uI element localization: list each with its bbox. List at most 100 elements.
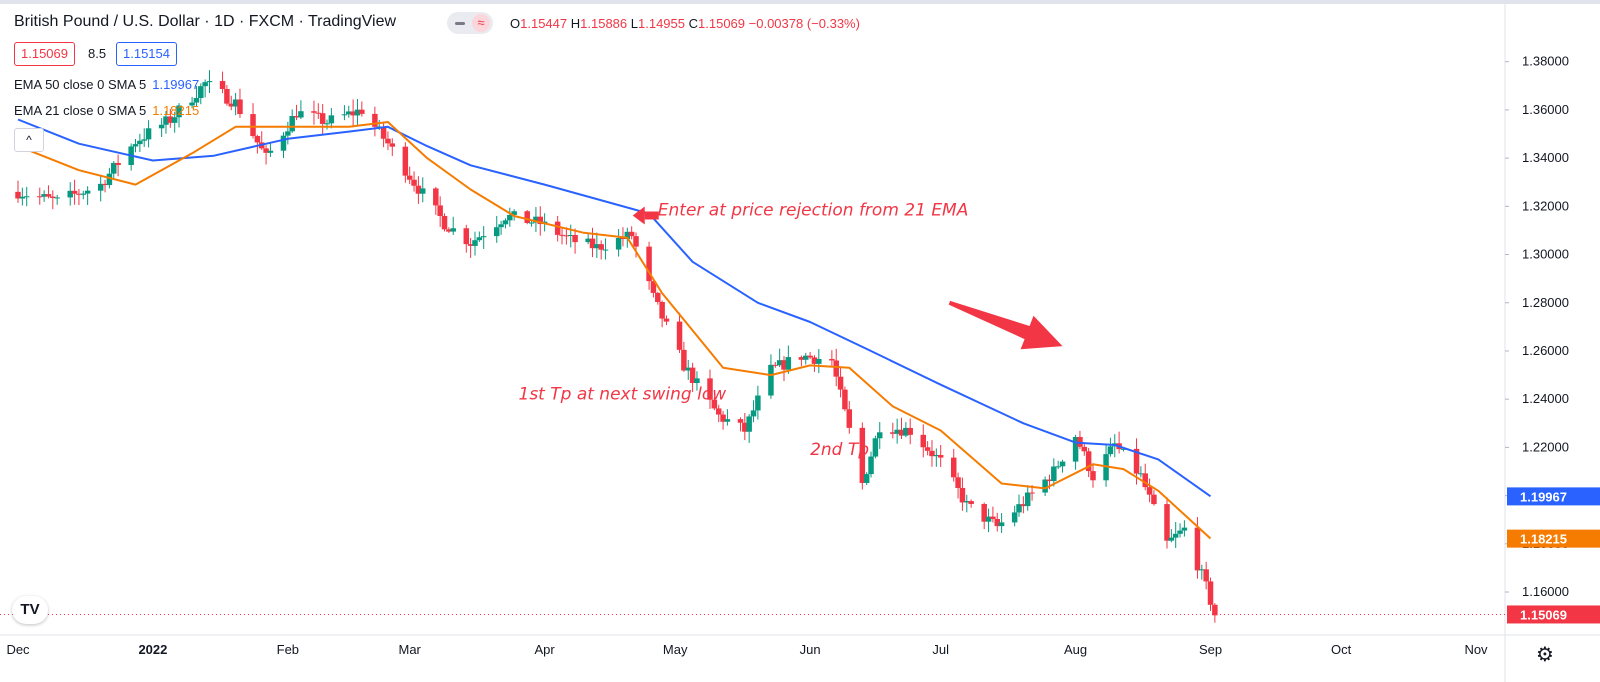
candle-body	[141, 139, 147, 141]
candle	[602, 238, 609, 260]
candle	[1181, 520, 1188, 537]
candle-body	[1090, 471, 1096, 481]
candle	[350, 99, 356, 128]
y-tick-label: 1.24000	[1522, 391, 1569, 406]
candle	[959, 477, 966, 511]
ema21-legend[interactable]: EMA 21 close 0 SMA 5 1.18215	[14, 103, 200, 118]
candle-body	[298, 111, 304, 118]
candle-body	[507, 214, 513, 221]
candle	[289, 109, 295, 133]
candle	[224, 85, 230, 106]
candle	[354, 98, 361, 127]
candle	[1199, 564, 1205, 580]
candle-body	[80, 193, 87, 195]
ema21-price-label: 1.18215	[1520, 532, 1567, 547]
candle	[924, 441, 931, 456]
candle-body	[624, 231, 631, 240]
candle	[411, 171, 417, 192]
candle	[955, 472, 961, 499]
candle-body	[341, 114, 348, 116]
candle-body	[798, 357, 805, 360]
indicator-toggle[interactable]: ≈	[447, 12, 493, 34]
y-tick-label: 1.38000	[1522, 54, 1569, 69]
gear-icon[interactable]: ⚙	[1536, 644, 1554, 666]
candle-body	[894, 429, 900, 434]
candle	[981, 502, 987, 530]
candle-body	[1199, 569, 1205, 571]
candle	[628, 226, 635, 240]
chart-title: British Pound / U.S. Dollar · 1D · FXCM …	[14, 13, 397, 30]
candle	[868, 451, 874, 478]
ema50-legend[interactable]: EMA 50 close 0 SMA 5 1.19967	[14, 77, 200, 92]
chevron-up-icon[interactable]: ^	[14, 128, 44, 152]
candle-body	[964, 501, 970, 503]
buy-price-button[interactable]: 1.15154	[116, 42, 177, 66]
candle-body	[1212, 604, 1218, 616]
candle	[76, 188, 82, 206]
candle	[903, 422, 909, 438]
tradingview-logo[interactable]: TV	[12, 596, 48, 624]
candle-body	[567, 234, 574, 236]
candle-body	[472, 240, 478, 246]
candle	[768, 354, 774, 399]
wave-icon[interactable]: ≈	[472, 14, 490, 32]
candle	[567, 224, 574, 248]
candle-body	[528, 222, 535, 224]
candle-body	[1177, 530, 1183, 534]
candle-body	[707, 378, 713, 400]
candle-body	[594, 244, 600, 249]
candle-body	[602, 249, 609, 251]
candle-body	[1172, 533, 1179, 538]
x-tick-label: Apr	[535, 642, 556, 657]
candle	[894, 418, 900, 444]
candle	[659, 300, 665, 328]
candle	[863, 472, 870, 486]
candle-body	[224, 89, 230, 104]
candle	[476, 231, 483, 243]
candle-body	[480, 236, 487, 238]
low-value: 1.14955	[638, 16, 685, 31]
candle-body	[476, 237, 483, 241]
candle	[441, 213, 448, 232]
candle-body	[785, 357, 792, 370]
sell-price-button[interactable]: 1.15069	[14, 42, 75, 66]
candle	[1085, 447, 1092, 478]
candle	[80, 190, 87, 200]
candle-body	[23, 196, 30, 198]
candle-body	[633, 236, 639, 247]
ema50-value: 1.19967	[152, 77, 200, 92]
candle-body	[354, 109, 361, 116]
candle-body	[890, 432, 896, 434]
candle	[589, 227, 596, 258]
candle-body	[685, 367, 691, 371]
spread-value: 8.5	[88, 46, 107, 61]
candle-body	[1020, 504, 1027, 507]
candle	[163, 110, 169, 134]
candle	[389, 138, 396, 157]
candle	[1138, 466, 1144, 478]
candle	[463, 224, 470, 253]
minus-icon[interactable]	[455, 22, 465, 25]
candle-body	[920, 434, 927, 448]
candle-body	[859, 427, 866, 483]
candle	[920, 424, 927, 458]
candle	[572, 228, 578, 254]
candle	[1051, 458, 1057, 487]
candle	[528, 220, 535, 227]
candle-body	[450, 228, 456, 232]
candle-body	[54, 197, 60, 199]
candle	[472, 231, 478, 256]
candle	[111, 161, 117, 179]
candle	[219, 71, 226, 94]
candle	[798, 355, 805, 367]
candle	[585, 233, 591, 245]
candle-body	[102, 183, 108, 186]
candle-body	[985, 516, 992, 522]
candle-body	[554, 221, 561, 235]
candle	[437, 196, 443, 227]
candle	[1212, 603, 1218, 623]
candle-body	[293, 116, 300, 118]
candle-body	[433, 188, 439, 206]
candle	[655, 291, 661, 305]
